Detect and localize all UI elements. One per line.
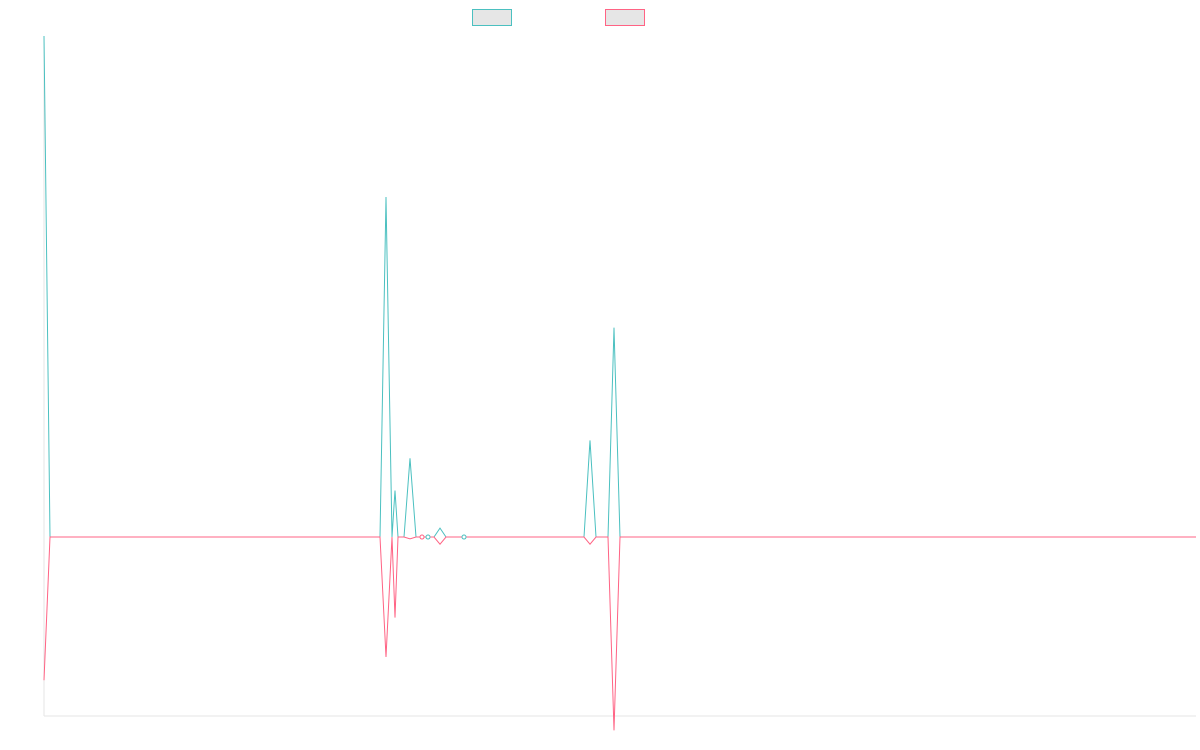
chart-axes <box>43 36 1196 717</box>
legend-item[interactable] <box>472 9 512 26</box>
data-point <box>425 534 431 540</box>
series-line-2 <box>43 536 1196 731</box>
legend-swatch <box>605 9 645 26</box>
data-point <box>461 534 467 540</box>
data-point <box>419 534 425 540</box>
series-line-1 <box>43 35 1196 538</box>
series-layer <box>43 35 1196 731</box>
legend-item[interactable] <box>605 9 645 26</box>
points-layer <box>419 534 467 540</box>
legend-swatch <box>472 9 512 26</box>
chart-legend <box>472 9 645 26</box>
